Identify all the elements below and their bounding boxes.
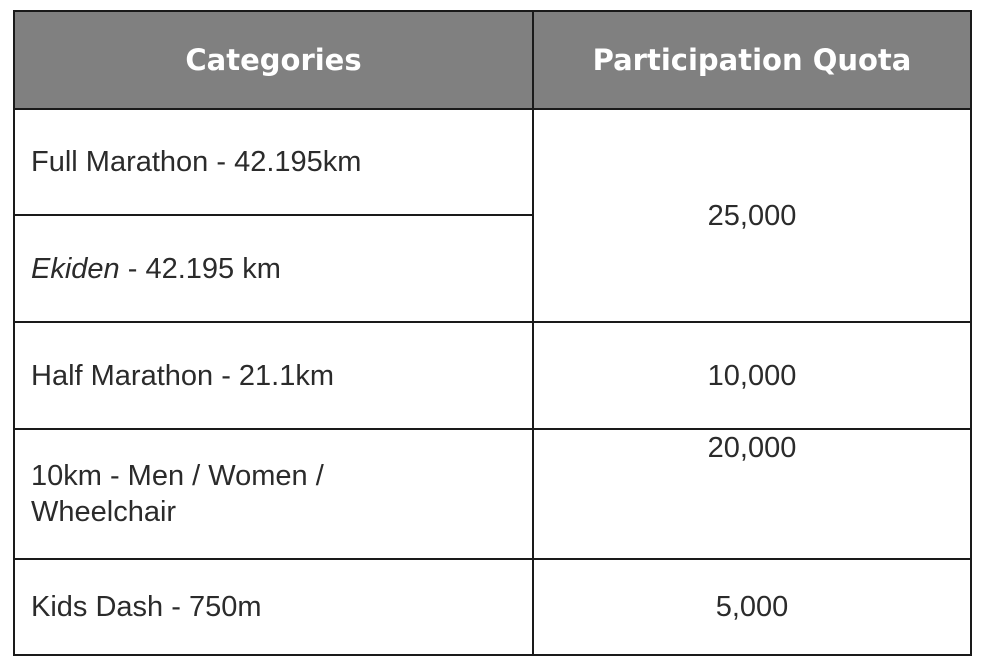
category-rest: - 42.195 km bbox=[119, 252, 281, 285]
category-emphasis: Ekiden bbox=[31, 252, 120, 285]
table-row: Ekiden - 42.195 km bbox=[13, 214, 971, 323]
category-line-2: Wheelchair bbox=[31, 496, 177, 528]
category-cell: Kids Dash - 750m bbox=[13, 558, 534, 656]
quota-cell: 25,000 bbox=[532, 108, 972, 323]
quota-cell: 5,000 bbox=[532, 558, 972, 656]
category-cell: 10km - Men / Women / Wheelchair bbox=[13, 428, 534, 560]
table-row: 10km - Men / Women / Wheelchair 20,000 bbox=[13, 428, 972, 560]
table-row: Kids Dash - 750m 5,000 bbox=[13, 558, 972, 656]
table-row: Full Marathon - 42.195km 25,000 bbox=[13, 108, 972, 323]
category-line-1: 10km - Men / Women / bbox=[31, 460, 324, 492]
table-header-row: Categories Participation Quota bbox=[13, 10, 972, 110]
quota-cell: 10,000 bbox=[532, 321, 972, 430]
category-cell: Full Marathon - 42.195km bbox=[13, 108, 534, 216]
participation-quota-table: Categories Participation Quota Full Mara… bbox=[13, 10, 972, 656]
quota-cell: 20,000 bbox=[532, 428, 972, 560]
table-row: Half Marathon - 21.1km 10,000 bbox=[13, 321, 972, 430]
category-cell: Half Marathon - 21.1km bbox=[13, 321, 534, 430]
header-participation-quota: Participation Quota bbox=[532, 10, 972, 110]
header-categories: Categories bbox=[13, 10, 534, 110]
category-cell: Ekiden - 42.195 km bbox=[13, 214, 534, 323]
